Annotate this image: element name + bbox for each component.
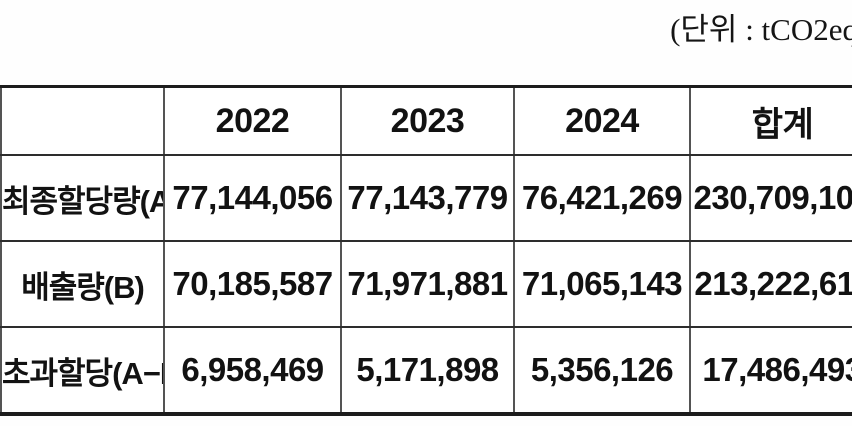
cell-excess-allocation-2023: 5,171,898 [340,326,515,415]
cell-emissions-total: 213,222,611 [689,240,852,328]
unit-label: (단위 : tCO2eq [670,12,852,47]
table-row-excess-allocation: 초과할당(A−B) 6,958,469 5,171,898 5,356,126 … [0,326,852,415]
table-row-final-allocation: 최종할당량(A) 77,144,056 77,143,779 76,421,26… [0,154,852,242]
table-row-emissions: 배출량(B) 70,185,587 71,971,881 71,065,143 … [0,240,852,328]
header-year-2022: 2022 [163,85,342,156]
row-label-emissions: 배출량(B) [0,240,165,328]
cell-emissions-2022: 70,185,587 [163,240,342,328]
header-year-2024: 2024 [513,85,691,156]
header-total: 합계 [689,85,852,156]
cell-final-allocation-total: 230,709,104 [689,154,852,242]
cell-final-allocation-2023: 77,143,779 [340,154,515,242]
header-year-2023: 2023 [340,85,515,156]
cell-emissions-2024: 71,065,143 [513,240,691,328]
cell-emissions-2023: 71,971,881 [340,240,515,328]
header-blank [0,85,165,156]
cell-excess-allocation-total: 17,486,493 [689,326,852,415]
row-label-excess-allocation: 초과할당(A−B) [0,326,165,415]
cell-final-allocation-2022: 77,144,056 [163,154,342,242]
cell-excess-allocation-2024: 5,356,126 [513,326,691,415]
table-header-row: 2022 2023 2024 합계 [0,85,852,156]
emissions-table: 2022 2023 2024 합계 최종할당량(A) 77,144,056 77… [0,85,852,416]
cell-final-allocation-2024: 76,421,269 [513,154,691,242]
row-label-final-allocation: 최종할당량(A) [0,154,165,242]
cell-excess-allocation-2022: 6,958,469 [163,326,342,415]
